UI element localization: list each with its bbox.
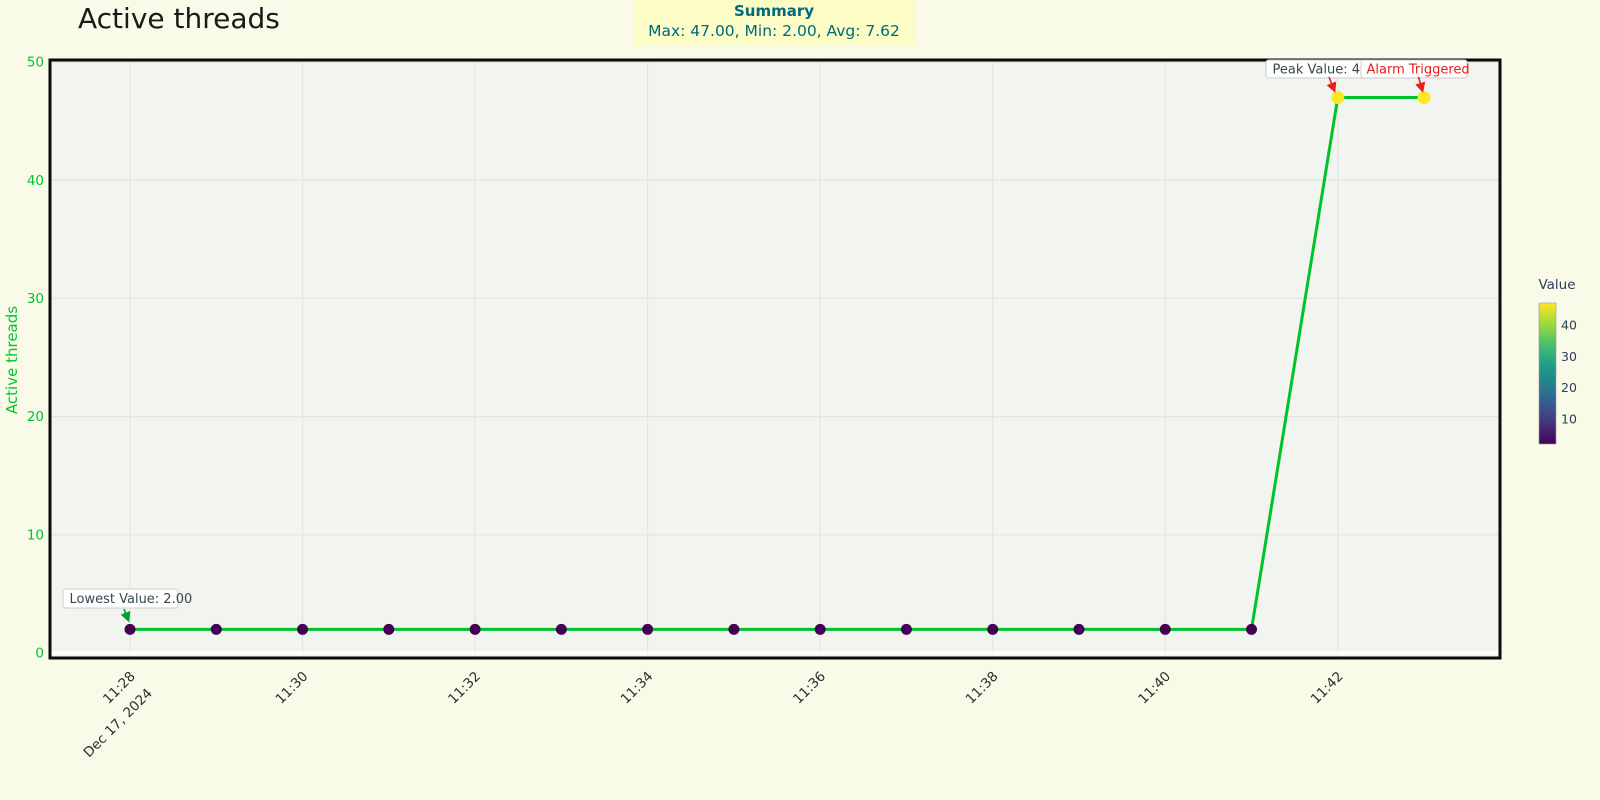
y-tick-label: 20 bbox=[27, 409, 44, 425]
annotation-arrow-peak bbox=[1326, 76, 1337, 93]
chart-title: Active threads bbox=[78, 2, 280, 35]
data-point bbox=[728, 623, 740, 635]
data-point bbox=[469, 623, 481, 635]
annotation-arrow-alarm bbox=[1415, 76, 1426, 93]
x-tick-label: 11:32 bbox=[445, 669, 484, 708]
summary-title: Summary bbox=[733, 2, 815, 20]
data-point bbox=[1417, 91, 1431, 105]
y-tick-label: 30 bbox=[27, 291, 44, 307]
x-tick-label: 11:40 bbox=[1135, 669, 1174, 708]
data-point bbox=[555, 623, 567, 635]
annotation-text-peak: Peak Value: 47.00 bbox=[1273, 63, 1389, 78]
data-point bbox=[900, 623, 912, 635]
data-point bbox=[124, 623, 136, 635]
colorbar-gradient bbox=[1538, 302, 1557, 445]
y-tick-label: 40 bbox=[27, 173, 44, 189]
x-tick-label: 11:42 bbox=[1308, 669, 1347, 708]
annotation-box-alarm bbox=[1360, 59, 1468, 79]
data-point bbox=[297, 623, 309, 635]
data-point bbox=[383, 623, 395, 635]
data-point bbox=[1073, 623, 1085, 635]
x-tick-label: 11:38 bbox=[963, 669, 1002, 708]
data-point bbox=[1159, 623, 1171, 635]
series-line bbox=[130, 96, 1425, 631]
y-tick-label: 0 bbox=[35, 646, 44, 662]
colorbar-title: Value bbox=[1538, 277, 1575, 293]
x-tick-label: 11:30 bbox=[273, 669, 312, 708]
y-axis-title: Active threads bbox=[3, 306, 21, 414]
data-point bbox=[210, 623, 222, 635]
data-point bbox=[1331, 91, 1345, 105]
plot-area bbox=[50, 60, 1500, 658]
y-tick-label: 10 bbox=[27, 527, 44, 543]
annotation-text-alarm: Alarm Triggered bbox=[1367, 63, 1470, 78]
data-point bbox=[642, 623, 654, 635]
colorbar-tick-label: 10 bbox=[1561, 411, 1577, 426]
annotation-arrow-lowest bbox=[120, 608, 131, 623]
summary-stats: Max: 47.00, Min: 2.00, Avg: 7.62 bbox=[648, 22, 900, 40]
data-point bbox=[1246, 623, 1258, 635]
colorbar-tick-label: 30 bbox=[1561, 349, 1577, 364]
plot-border bbox=[48, 58, 1502, 660]
x-tick-label: 11:34 bbox=[618, 669, 657, 708]
colorbar-tick-label: 20 bbox=[1561, 380, 1577, 395]
colorbar-tick-label: 40 bbox=[1561, 317, 1577, 332]
annotation-box-lowest bbox=[62, 588, 179, 609]
data-point bbox=[814, 623, 826, 635]
annotation-text-lowest: Lowest Value: 2.00 bbox=[70, 592, 193, 607]
summary-box: Summary Max: 47.00, Min: 2.00, Avg: 7.62 bbox=[633, 0, 915, 45]
x-tick-label: 11:36 bbox=[790, 669, 829, 708]
y-tick-label: 50 bbox=[27, 55, 44, 71]
data-point bbox=[987, 623, 999, 635]
